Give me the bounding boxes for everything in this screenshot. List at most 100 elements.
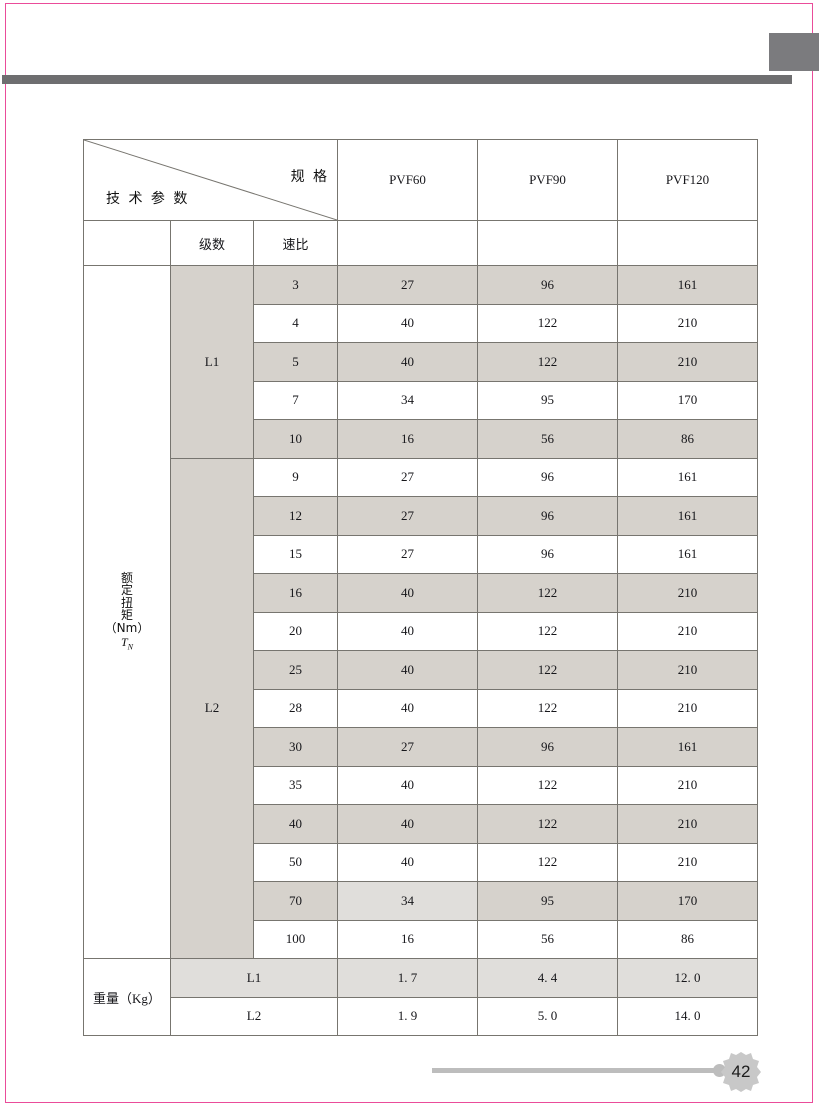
value-pvf120: 161 (617, 457, 759, 497)
page-number: 42 (731, 1062, 751, 1081)
stage-group-l2: L2 (170, 457, 254, 959)
ratio-cell: 5 (252, 342, 339, 382)
ratio-cell: 15 (252, 534, 339, 574)
weight-stage-l1: L1 (169, 958, 339, 998)
spec-table: 规 格 技 术 参 数 PVF60 PVF90 PVF120 级数 速比 (82, 139, 759, 1036)
table-row: 35 40 122 210 (84, 765, 759, 805)
model-header-pvf60: PVF60 (337, 139, 479, 221)
value-pvf120: 210 (617, 303, 759, 343)
value-pvf60: 34 (337, 380, 479, 420)
footer-rule (432, 1068, 720, 1073)
value-pvf90: 56 (477, 919, 619, 959)
ratio-cell: 16 (252, 573, 339, 613)
subheader-blank-pvf120 (617, 220, 759, 266)
table-row: 4 40 122 210 (84, 303, 759, 343)
subheader-blank-pvf60 (337, 220, 479, 266)
ratio-cell: 28 (252, 688, 339, 728)
value-pvf60: 40 (337, 765, 479, 805)
weight-pvf90: 4. 4 (477, 958, 619, 998)
table-row: 28 40 122 210 (84, 688, 759, 728)
ratio-cell: 4 (252, 303, 339, 343)
value-pvf120: 161 (617, 496, 759, 536)
ratio-cell: 3 (252, 265, 339, 305)
value-pvf60: 40 (337, 611, 479, 651)
table-corner-header: 规 格 技 术 参 数 (82, 139, 339, 221)
value-pvf60: 16 (337, 419, 479, 459)
value-pvf120: 161 (617, 727, 759, 767)
value-pvf60: 27 (337, 265, 479, 305)
ratio-cell: 50 (252, 842, 339, 882)
ratio-cell: 20 (252, 611, 339, 651)
value-pvf120: 210 (617, 765, 759, 805)
table-row: 额 定 扭 矩 （Nm） TN L1 3 27 96 161 (83, 265, 759, 959)
subheader-blank-pvf90 (477, 220, 619, 266)
torque-char-2: 定 (120, 583, 133, 598)
value-pvf120: 86 (617, 919, 759, 959)
weight-pvf60: 1. 9 (337, 996, 479, 1036)
value-pvf90: 122 (477, 650, 619, 690)
value-pvf60: 27 (337, 727, 479, 767)
value-pvf120: 210 (617, 842, 759, 882)
header-decoration-block (769, 33, 819, 71)
value-pvf90: 96 (477, 534, 619, 574)
value-pvf90: 95 (477, 881, 619, 921)
table-row: 100 16 56 86 (84, 919, 759, 959)
ratio-cell: 25 (252, 650, 339, 690)
page-number-badge: 42 (719, 1050, 763, 1094)
torque-unit: （Nm） (104, 621, 150, 636)
tech-param-axis-label: 技 术 参 数 (106, 191, 190, 207)
value-pvf60: 27 (337, 496, 479, 536)
specification-table: 规 格 技 术 参 数 PVF60 PVF90 PVF120 级数 速比 (82, 139, 759, 1036)
weight-label: 重量（Kg） (83, 958, 171, 1036)
ratio-cell: 30 (252, 727, 339, 767)
torque-symbol: TN (120, 635, 134, 652)
value-pvf60: 27 (337, 457, 479, 497)
value-pvf120: 210 (617, 573, 759, 613)
table-header-row: 规 格 技 术 参 数 PVF60 PVF90 PVF120 (82, 139, 759, 221)
ratio-cell: 12 (252, 496, 339, 536)
ratio-cell: 70 (252, 881, 339, 921)
value-pvf120: 170 (617, 881, 759, 921)
rated-torque-label: 额 定 扭 矩 （Nm） TN (83, 265, 171, 959)
ratio-cell: 35 (252, 765, 339, 805)
table-row: L2 9 27 96 161 (84, 457, 759, 959)
value-pvf90: 56 (477, 419, 619, 459)
value-pvf60: 40 (337, 342, 479, 382)
model-header-pvf90: PVF90 (477, 139, 619, 221)
value-pvf90: 122 (477, 342, 619, 382)
header-decoration-bar (2, 75, 792, 84)
value-pvf60: 40 (337, 804, 479, 844)
table-subheader-row: 级数 速比 (83, 220, 759, 266)
torque-char-4: 矩 (120, 607, 133, 622)
stage-group-l1: L1 (170, 265, 254, 459)
value-pvf60: 16 (337, 919, 479, 959)
table-row: 50 40 122 210 (84, 842, 759, 882)
value-pvf60: 40 (337, 650, 479, 690)
value-pvf90: 96 (477, 727, 619, 767)
torque-char-3: 扭 (120, 595, 133, 610)
subheader-ratio: 速比 (252, 220, 339, 266)
table-row: 重量（Kg） L1 1. 7 4. 4 12. 0 (83, 958, 759, 1036)
value-pvf60: 34 (337, 881, 479, 921)
value-pvf120: 161 (617, 534, 759, 574)
value-pvf60: 40 (337, 842, 479, 882)
table-row: 25 40 122 210 (84, 650, 759, 690)
value-pvf90: 122 (477, 611, 619, 651)
weight-stage-l2: L2 (169, 996, 339, 1036)
value-pvf120: 210 (617, 650, 759, 690)
table-row: 15 27 96 161 (84, 534, 759, 574)
value-pvf120: 86 (617, 419, 759, 459)
ratio-cell: 10 (252, 419, 339, 459)
value-pvf120: 161 (617, 265, 759, 305)
table-row: L2 1. 9 5. 0 14. 0 (84, 996, 759, 1036)
table-row: 20 40 122 210 (84, 611, 759, 651)
table-row: 12 27 96 161 (84, 496, 759, 536)
ratio-cell: 7 (252, 380, 339, 420)
torque-char-1: 额 (120, 571, 133, 586)
weight-pvf60: 1. 7 (337, 958, 479, 998)
model-header-pvf120: PVF120 (617, 139, 759, 221)
diagonal-divider-icon (84, 140, 338, 220)
value-pvf90: 122 (477, 842, 619, 882)
table-row: 40 40 122 210 (84, 804, 759, 844)
value-pvf120: 210 (617, 611, 759, 651)
